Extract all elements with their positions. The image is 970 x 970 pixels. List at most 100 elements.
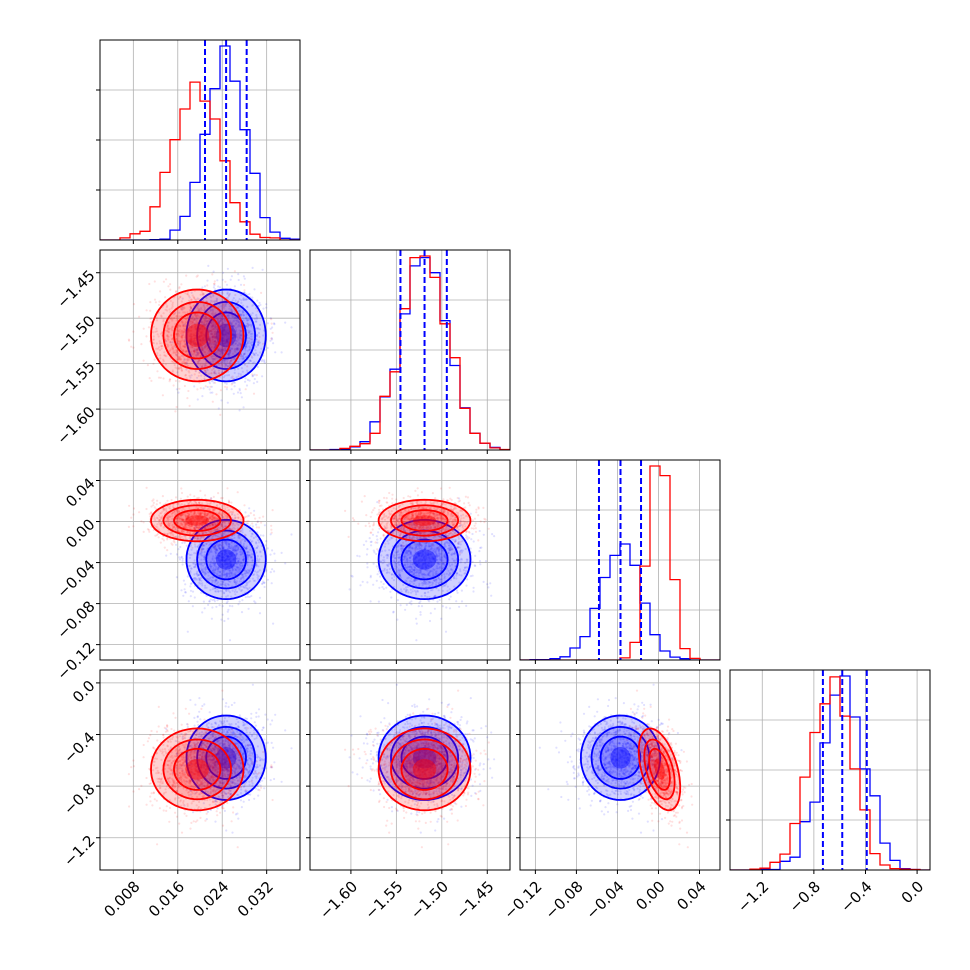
scatter-point bbox=[239, 313, 242, 316]
scatter-point bbox=[163, 546, 166, 549]
scatter-point bbox=[290, 533, 293, 536]
scatter-point bbox=[174, 379, 177, 382]
scatter-point bbox=[201, 324, 204, 327]
scatter-point bbox=[243, 504, 246, 507]
scatter-point bbox=[192, 321, 195, 324]
scatter-point bbox=[199, 347, 203, 350]
scatter-point bbox=[227, 374, 231, 377]
scatter-point bbox=[155, 342, 158, 345]
scatter-point bbox=[224, 333, 227, 336]
scatter-point bbox=[159, 501, 162, 504]
scatter-point bbox=[203, 326, 206, 329]
scatter-point bbox=[211, 335, 214, 339]
scatter-point bbox=[220, 618, 223, 621]
scatter-point bbox=[219, 348, 222, 351]
scatter-point bbox=[232, 333, 235, 336]
scatter-point bbox=[182, 355, 185, 358]
scatter-point bbox=[197, 359, 200, 362]
scatter-point bbox=[180, 487, 183, 490]
scatter-point bbox=[245, 316, 248, 319]
scatter-point bbox=[240, 333, 243, 336]
scatter-point bbox=[159, 290, 162, 293]
scatter-point bbox=[195, 325, 198, 328]
scatter-point bbox=[238, 409, 241, 412]
scatter-point bbox=[180, 330, 183, 333]
histogram-panel bbox=[306, 249, 511, 454]
scatter-point bbox=[152, 342, 155, 345]
scatter-point bbox=[184, 325, 187, 328]
scatter-point bbox=[237, 306, 240, 309]
scatter-point bbox=[203, 319, 206, 322]
scatter-point bbox=[219, 413, 222, 416]
scatter-point bbox=[226, 340, 229, 343]
scatter-point bbox=[256, 343, 259, 346]
scatter-point bbox=[221, 321, 224, 324]
scatter-point bbox=[242, 356, 245, 359]
scatter-point bbox=[253, 509, 256, 512]
scatter-point bbox=[245, 298, 249, 301]
scatter-point bbox=[208, 600, 211, 603]
scatter-point bbox=[160, 342, 163, 345]
scatter-point bbox=[199, 343, 202, 346]
scatter-point bbox=[213, 330, 216, 334]
scatter-point bbox=[192, 342, 195, 345]
scatter-point bbox=[240, 314, 243, 317]
scatter-point bbox=[233, 316, 237, 319]
scatter-point bbox=[158, 300, 161, 303]
panel-content bbox=[100, 460, 300, 660]
scatter-point bbox=[222, 348, 225, 351]
scatter-point bbox=[253, 352, 256, 355]
scatter-point bbox=[189, 589, 193, 592]
scatter-point bbox=[176, 355, 179, 358]
scatter-point bbox=[233, 381, 236, 384]
scatter-point bbox=[187, 339, 190, 342]
scatter-point bbox=[200, 335, 203, 338]
scatter-point bbox=[212, 323, 215, 327]
scatter-point bbox=[234, 342, 237, 345]
scatter-point bbox=[187, 600, 190, 603]
scatter-point bbox=[251, 351, 254, 355]
scatter-point bbox=[218, 321, 221, 324]
scatter-point bbox=[210, 372, 213, 375]
scatter-point bbox=[204, 494, 207, 497]
scatter-point bbox=[244, 380, 247, 383]
scatter-point bbox=[193, 314, 196, 317]
scatter-point bbox=[211, 309, 214, 312]
scatter-point bbox=[156, 347, 160, 350]
scatter-point bbox=[231, 605, 234, 608]
scatter-point bbox=[248, 337, 251, 340]
scatter-point bbox=[220, 345, 224, 348]
scatter-point bbox=[220, 291, 223, 294]
scatter-point bbox=[200, 332, 203, 335]
scatter-point bbox=[237, 324, 240, 327]
scatter-point bbox=[255, 523, 258, 526]
scatter-point bbox=[212, 495, 215, 498]
scatter-point bbox=[198, 327, 201, 331]
scatter-point bbox=[180, 491, 184, 495]
scatter-point bbox=[375, 535, 378, 538]
scatter-point bbox=[169, 348, 172, 351]
scatter-point bbox=[229, 360, 232, 363]
scatter-point bbox=[221, 339, 224, 342]
scatter-point bbox=[182, 331, 185, 334]
scatter-point bbox=[229, 348, 232, 351]
scatter-point bbox=[256, 334, 259, 337]
scatter-point bbox=[189, 320, 192, 323]
scatter-point bbox=[195, 318, 199, 321]
scatter-point bbox=[175, 315, 178, 318]
scatter-point bbox=[235, 328, 238, 331]
scatter-point bbox=[179, 346, 182, 349]
scatter-point bbox=[220, 350, 223, 353]
scatter-point bbox=[284, 321, 287, 324]
scatter-point bbox=[214, 325, 217, 328]
scatter-point bbox=[218, 291, 221, 294]
scatter-point bbox=[242, 314, 245, 317]
scatter-point bbox=[191, 322, 194, 325]
scatter-point bbox=[196, 388, 199, 391]
scatter-point bbox=[170, 343, 173, 347]
scatter-point bbox=[199, 325, 202, 329]
scatter-point bbox=[369, 600, 372, 603]
scatter-point bbox=[197, 309, 200, 312]
scatter-point bbox=[211, 357, 214, 361]
scatter-point bbox=[210, 296, 213, 299]
